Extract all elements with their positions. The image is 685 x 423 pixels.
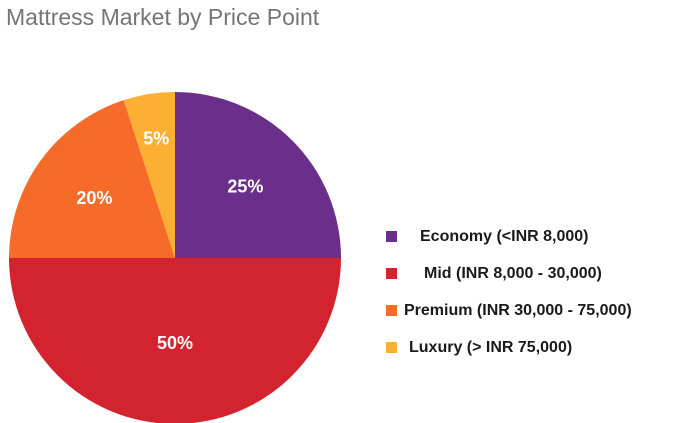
slice-data-label-3: 5%	[143, 129, 169, 149]
slice-data-label-0: 25%	[227, 176, 263, 196]
legend-label-3: Luxury (> INR 75,000)	[409, 338, 573, 356]
legend-label-1: Mid (INR 8,000 - 30,000)	[424, 264, 602, 282]
legend-label-2: Premium (INR 30,000 - 75,000)	[404, 301, 632, 319]
slice-data-label-1: 50%	[157, 333, 193, 353]
legend-swatch-2	[386, 305, 397, 316]
legend-item-3: Luxury (> INR 75,000)	[386, 329, 632, 366]
chart-legend: Economy (<INR 8,000) Mid (INR 8,000 - 30,…	[386, 218, 632, 366]
pie-slice-3	[123, 92, 175, 258]
legend-item-0: Economy (<INR 8,000)	[386, 218, 632, 255]
legend-swatch-0	[386, 231, 397, 242]
legend-swatch-3	[386, 342, 397, 353]
chart-title: Mattress Market by Price Point	[6, 4, 320, 30]
legend-label-0: Economy (<INR 8,000)	[420, 227, 589, 245]
legend-item-2: Premium (INR 30,000 - 75,000)	[386, 292, 632, 329]
slice-data-label-2: 20%	[76, 188, 112, 208]
legend-swatch-1	[386, 268, 397, 279]
pie-slice-1	[9, 258, 341, 423]
legend-item-1: Mid (INR 8,000 - 30,000)	[386, 255, 632, 292]
pie-slice-2	[9, 100, 175, 258]
pie-slices	[9, 92, 341, 423]
pie-slice-labels: 25% 50% 20% 5%	[76, 129, 263, 353]
pie-slice-0	[175, 92, 341, 258]
